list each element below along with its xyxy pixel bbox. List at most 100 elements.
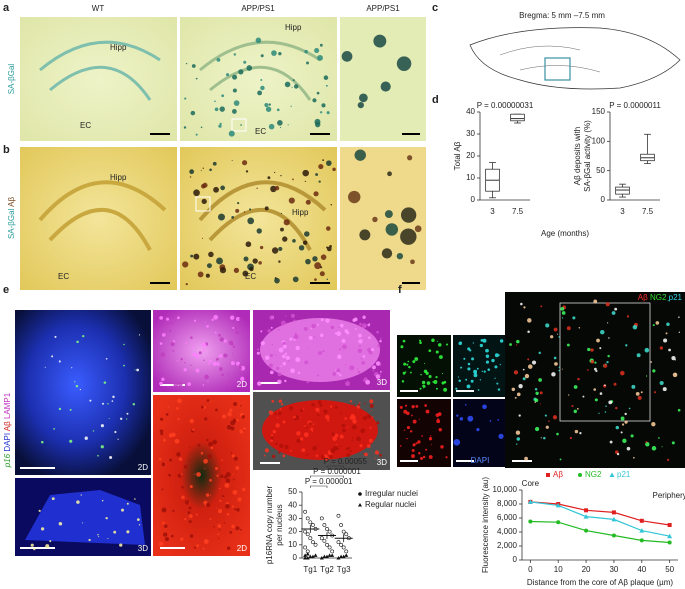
- speckle: [539, 391, 543, 395]
- speckle: [238, 69, 244, 75]
- speckle: [317, 54, 323, 61]
- speckle: [319, 333, 324, 338]
- speckle: [188, 520, 192, 524]
- speckle: [566, 326, 571, 331]
- speckle: [620, 370, 625, 376]
- speckle: [357, 368, 359, 370]
- speckle: [407, 360, 410, 363]
- speckle: [53, 427, 55, 430]
- speckle: [202, 547, 205, 550]
- speckle: [318, 412, 321, 414]
- speckle: [357, 403, 360, 406]
- speckle: [236, 418, 239, 422]
- speckle: [421, 380, 426, 385]
- speckle: [587, 347, 591, 352]
- speckle: [209, 494, 212, 496]
- data-point: [325, 527, 329, 531]
- speckle: [283, 219, 290, 226]
- speckle: [548, 420, 550, 422]
- speckle: [196, 472, 201, 477]
- speckle: [671, 355, 676, 361]
- speckle: [183, 464, 188, 469]
- region-label: EC: [245, 272, 256, 281]
- x-tick-label: 3: [490, 207, 495, 216]
- speckle: [204, 417, 208, 421]
- speckle: [346, 331, 350, 335]
- speckle: [338, 356, 341, 360]
- speckle: [315, 173, 319, 176]
- speckle: [274, 185, 280, 191]
- speckle: [233, 419, 237, 423]
- speckle: [458, 379, 461, 383]
- speckle: [498, 433, 504, 439]
- speckle: [314, 48, 320, 54]
- speckle: [126, 530, 130, 534]
- speckle: [516, 339, 520, 344]
- speckle: [321, 441, 323, 443]
- speckle: [362, 315, 366, 319]
- speckle: [97, 454, 99, 457]
- speckle: [38, 509, 41, 512]
- speckle: [558, 336, 561, 338]
- micrograph: [180, 17, 337, 141]
- speckle: [195, 77, 198, 80]
- speckle: [212, 161, 217, 166]
- speckle: [659, 380, 664, 386]
- speckle: [277, 328, 280, 331]
- speckle: [330, 448, 336, 454]
- speckle: [527, 364, 533, 369]
- speckle: [651, 422, 656, 427]
- speckle: [419, 341, 422, 345]
- speckle: [161, 507, 167, 513]
- y-tick-label: 2,000: [497, 541, 518, 550]
- speckle: [514, 396, 517, 399]
- speckle: [231, 160, 233, 162]
- speckle: [40, 440, 44, 444]
- speckle: [159, 417, 164, 421]
- speckle: [438, 355, 443, 359]
- speckle: [402, 371, 406, 375]
- region-label: Hipp: [110, 43, 127, 52]
- speckle: [304, 425, 307, 428]
- speckle: [308, 346, 310, 348]
- speckle: [419, 456, 424, 460]
- speckle: [256, 187, 258, 190]
- speckle: [419, 387, 422, 390]
- speckle: [260, 54, 264, 58]
- speckle: [659, 346, 663, 350]
- box: [615, 186, 630, 195]
- speckle: [370, 366, 372, 369]
- x-axis-label: Age (months): [541, 229, 589, 238]
- speckle: [485, 360, 490, 364]
- speckle: [224, 482, 230, 488]
- speckle: [317, 446, 319, 448]
- speckle: [445, 343, 449, 346]
- speckle: [231, 454, 236, 458]
- speckle: [279, 443, 284, 449]
- y-axis-label: SA-βGal activity (%): [583, 120, 592, 192]
- speckle: [233, 402, 238, 407]
- annotation: P = 0.00055: [324, 457, 368, 466]
- speckle: [590, 348, 594, 352]
- speckle: [184, 499, 190, 505]
- speckle: [518, 383, 523, 389]
- speckle: [351, 424, 357, 430]
- speckle: [204, 468, 206, 470]
- speckle: [605, 363, 607, 365]
- channel-label: p16 DAPI Aβ LAMP1: [3, 392, 12, 468]
- data-point: [583, 514, 589, 519]
- speckle: [363, 377, 368, 381]
- speckle: [361, 323, 367, 329]
- speckle: [197, 271, 204, 278]
- speckle: [82, 522, 84, 524]
- speckle: [126, 418, 128, 420]
- panel-letter: f: [398, 284, 402, 296]
- speckle: [375, 374, 381, 379]
- speckle: [359, 93, 368, 103]
- speckle: [295, 357, 301, 363]
- speckle: [176, 360, 179, 362]
- speckle: [552, 415, 558, 420]
- speckle: [49, 540, 52, 543]
- series-line: [530, 520, 670, 544]
- legend-label: p21: [617, 470, 631, 479]
